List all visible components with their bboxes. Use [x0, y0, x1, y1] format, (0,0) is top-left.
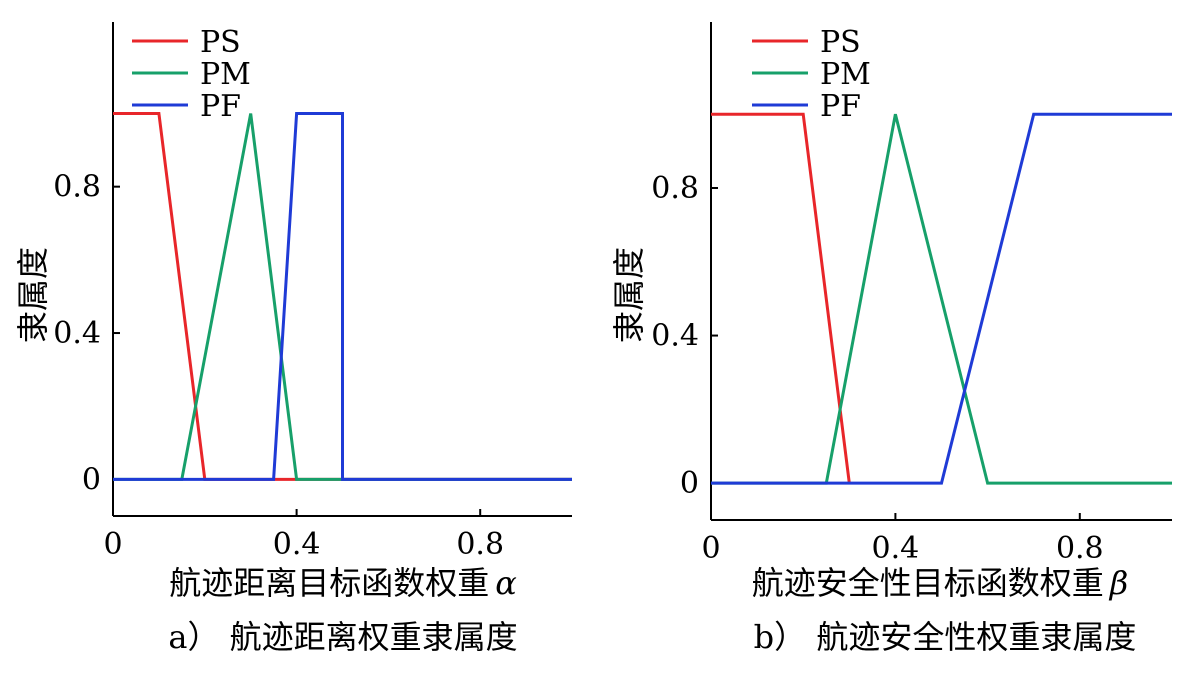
y-tick-label: 0.8: [53, 170, 101, 205]
x-tick-label: 0.4: [872, 531, 920, 566]
chart-panel-b: PS PM PF 隶属度 航迹安全性目标函数权重 β b） 航迹安全性权重隶属度 …: [610, 22, 1172, 656]
y-tick-label: 0: [680, 466, 699, 501]
chart-panel-a: PS PM PF 隶属度 航迹距离目标函数权重 α a） 航迹距离权重隶属度 00…: [14, 22, 572, 656]
legend-label-pm: PM: [820, 57, 871, 92]
series-line-pf: [711, 112, 1172, 485]
legend-label-pf: PF: [200, 89, 241, 124]
series-line-pm: [711, 113, 1172, 485]
y-axis-label: 隶属度: [610, 247, 648, 343]
legend-label-pf: PF: [820, 89, 861, 124]
x-tick-label: 0.8: [1056, 531, 1104, 566]
x-axis-symbol: β: [1109, 564, 1129, 602]
figure-caption: a） 航迹距离权重隶属度: [168, 618, 517, 656]
series-line-ps: [711, 112, 851, 484]
legend-label-ps: PS: [200, 25, 241, 60]
y-tick-label: 0.8: [651, 171, 699, 206]
figure-caption: b） 航迹安全性权重隶属度: [754, 618, 1137, 656]
y-tick-label: 0.4: [53, 316, 101, 351]
y-axis-label: 隶属度: [14, 247, 52, 343]
x-tick-label: 0.8: [456, 527, 504, 562]
x-tick-label: 0: [103, 527, 122, 562]
x-axis-label: 航迹安全性目标函数权重 β: [752, 564, 1129, 602]
x-axis-label-text: 航迹距离目标函数权重: [169, 564, 489, 602]
y-tick-label: 0: [82, 462, 101, 497]
legend-label-ps: PS: [820, 25, 861, 60]
series-line-pf: [113, 112, 572, 481]
x-axis-label-text: 航迹安全性目标函数权重: [752, 564, 1104, 602]
x-tick-label: 0.4: [273, 527, 321, 562]
x-tick-label: 0: [701, 531, 720, 566]
x-axis-symbol: α: [495, 564, 517, 602]
y-tick-label: 0.4: [651, 319, 699, 354]
x-axis-label: 航迹距离目标函数权重 α: [169, 564, 517, 602]
legend-label-pm: PM: [200, 57, 251, 92]
